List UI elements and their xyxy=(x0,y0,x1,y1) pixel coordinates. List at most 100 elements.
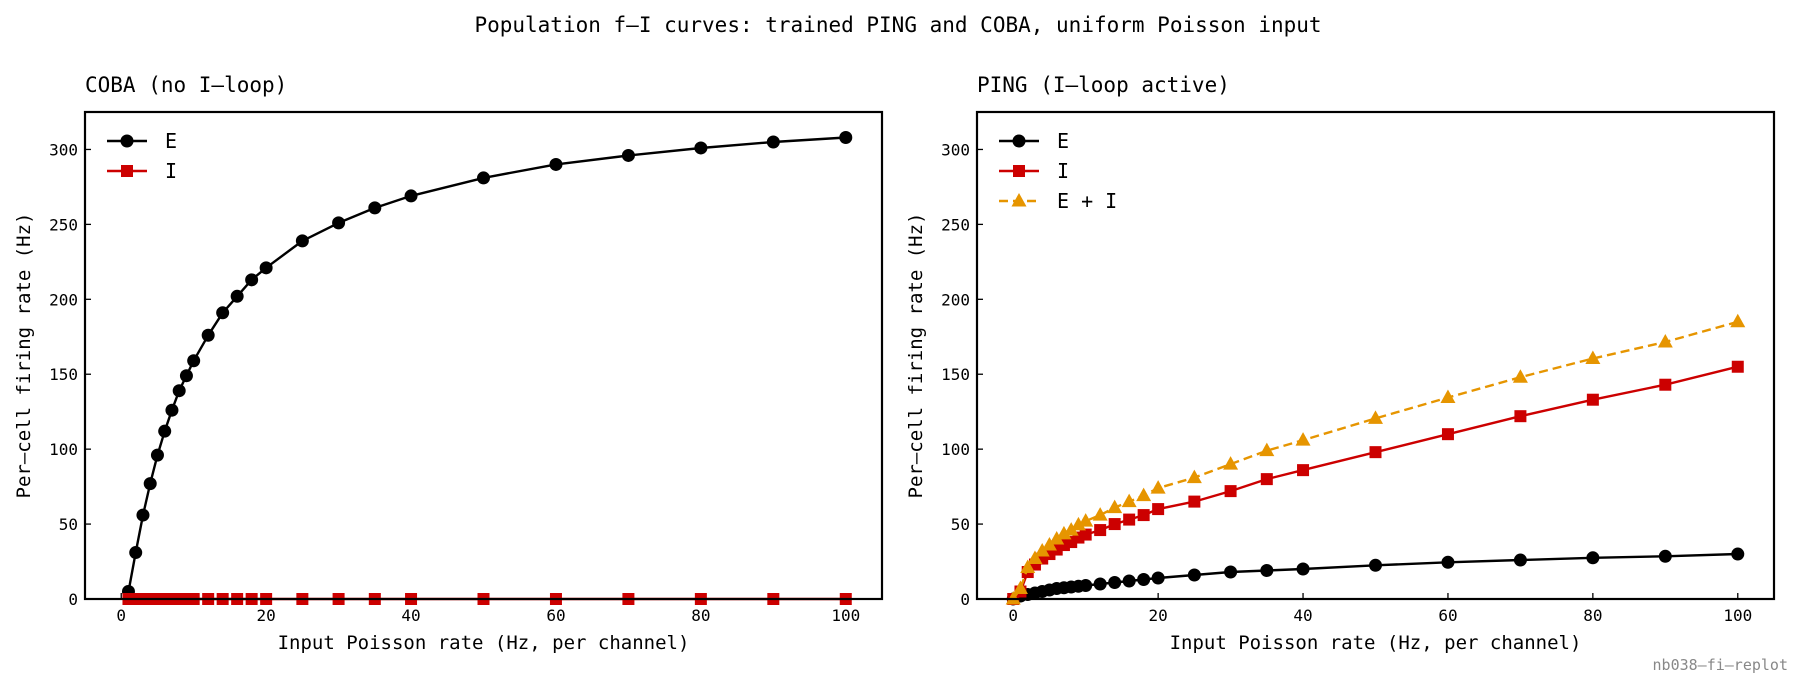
data-point-e xyxy=(1441,555,1455,569)
data-point-e xyxy=(368,201,382,215)
y-axis-label: Per–cell firing rate (Hz) xyxy=(905,213,927,499)
data-point-ei xyxy=(1063,522,1079,536)
legend-label-i: I xyxy=(165,159,177,183)
legend-marker-e xyxy=(120,134,134,148)
data-point-e xyxy=(1151,571,1165,585)
data-point-ei xyxy=(1020,559,1036,574)
data-point-ei xyxy=(1186,469,1202,484)
x-tick-label: 60 xyxy=(1438,606,1457,625)
legend-marker-e xyxy=(1012,134,1026,148)
y-axis-label: Per–cell firing rate (Hz) xyxy=(13,213,35,499)
y-tick-label: 250 xyxy=(49,215,78,234)
legend-label-ei: E + I xyxy=(1057,189,1117,213)
data-point-i xyxy=(1108,518,1121,531)
legend-marker-ei xyxy=(1011,193,1027,207)
data-point-e xyxy=(1296,562,1310,576)
legend: EI xyxy=(107,129,177,183)
data-point-e xyxy=(172,384,186,398)
axes-frame xyxy=(83,110,884,601)
data-point-i xyxy=(1586,393,1599,406)
data-point-i xyxy=(1441,428,1454,441)
data-point-i xyxy=(1369,446,1382,459)
data-point-e xyxy=(259,261,273,275)
data-point-ei xyxy=(1078,513,1094,527)
data-point-e xyxy=(549,157,563,171)
data-point-e xyxy=(839,130,853,144)
legend-marker-i xyxy=(121,165,133,177)
data-point-e xyxy=(158,424,172,438)
data-point-i xyxy=(1297,464,1310,477)
chart-panel-ping: PING (I–loop active) 0 20 40 60 80 100 0 50 100 15… xyxy=(905,73,1776,654)
y-tick-label: 200 xyxy=(49,290,78,309)
data-point-e xyxy=(1586,551,1600,565)
x-tick-label: 80 xyxy=(691,606,710,625)
y-tick-label: 250 xyxy=(941,215,970,234)
data-point-e xyxy=(150,448,164,462)
data-point-ei xyxy=(1657,334,1673,348)
data-point-i xyxy=(1731,360,1744,373)
x-tick-label: 20 xyxy=(257,606,276,625)
data-point-e xyxy=(295,234,309,248)
legend-label-e: E xyxy=(1057,129,1069,153)
legend: EI E + I xyxy=(999,129,1117,213)
x-tick-label: 60 xyxy=(546,606,565,625)
data-point-ei xyxy=(1730,313,1746,328)
data-point-ei xyxy=(1440,389,1456,403)
data-point-e xyxy=(477,171,490,185)
data-point-i xyxy=(1224,485,1237,498)
y-tick-label: 100 xyxy=(49,440,78,459)
data-point-ei xyxy=(1012,580,1028,595)
y-tick-label: 0 xyxy=(68,590,78,609)
data-point-e xyxy=(187,354,201,368)
data-point-i xyxy=(1260,473,1273,486)
data-point-i xyxy=(1152,503,1165,516)
data-point-e xyxy=(1137,573,1151,587)
data-point-ei xyxy=(1027,550,1043,565)
data-point-e xyxy=(1079,579,1093,593)
y-tick-label: 50 xyxy=(59,515,78,534)
x-tick-label: 40 xyxy=(401,606,420,625)
y-tick-label: 300 xyxy=(941,140,970,159)
y-tick-label: 150 xyxy=(941,365,970,384)
x-axis-label: Input Poisson rate (Hz, per channel) xyxy=(1170,632,1582,654)
data-point-ei xyxy=(1150,480,1166,494)
x-tick-label: 20 xyxy=(1149,606,1168,625)
data-point-e xyxy=(694,141,708,155)
data-point-e xyxy=(165,403,179,417)
legend-marker-i xyxy=(1013,165,1025,177)
data-point-e xyxy=(1658,549,1672,563)
panel-title: PING (I–loop active) xyxy=(977,73,1230,97)
y-tick-label: 150 xyxy=(49,365,78,384)
data-point-e xyxy=(1731,547,1745,561)
data-point-ei xyxy=(1092,507,1108,521)
data-point-e xyxy=(216,306,230,320)
data-point-e xyxy=(1108,576,1122,590)
data-point-e xyxy=(1369,558,1382,572)
x-tick-label: 40 xyxy=(1293,606,1312,625)
data-point-e xyxy=(129,546,143,560)
data-point-e xyxy=(1093,577,1107,591)
x-axis-label: Input Poisson rate (Hz, per channel) xyxy=(278,632,690,654)
x-tick-label: 0 xyxy=(116,606,126,625)
series-line-e xyxy=(127,136,846,592)
data-point-e xyxy=(1187,568,1201,582)
data-point-ei xyxy=(1005,591,1021,605)
data-point-e xyxy=(1260,564,1274,578)
data-point-ei xyxy=(1049,531,1065,545)
x-tick-label: 100 xyxy=(831,606,860,625)
data-point-ei xyxy=(1070,516,1086,531)
data-point-e xyxy=(230,289,244,303)
data-point-e xyxy=(136,508,150,522)
y-tick-label: 100 xyxy=(941,440,970,459)
y-tick-label: 0 xyxy=(960,590,970,609)
data-point-i xyxy=(1188,495,1201,508)
panel-title: COBA (no I–loop) xyxy=(85,73,287,97)
data-point-ei xyxy=(1034,543,1050,557)
data-point-e xyxy=(1513,553,1527,567)
y-tick-label: 200 xyxy=(941,290,970,309)
data-point-ei xyxy=(1223,456,1239,470)
figure-footer: nb038–fi–replot xyxy=(1653,656,1788,674)
data-point-e xyxy=(621,148,635,162)
x-tick-label: 0 xyxy=(1008,606,1018,625)
